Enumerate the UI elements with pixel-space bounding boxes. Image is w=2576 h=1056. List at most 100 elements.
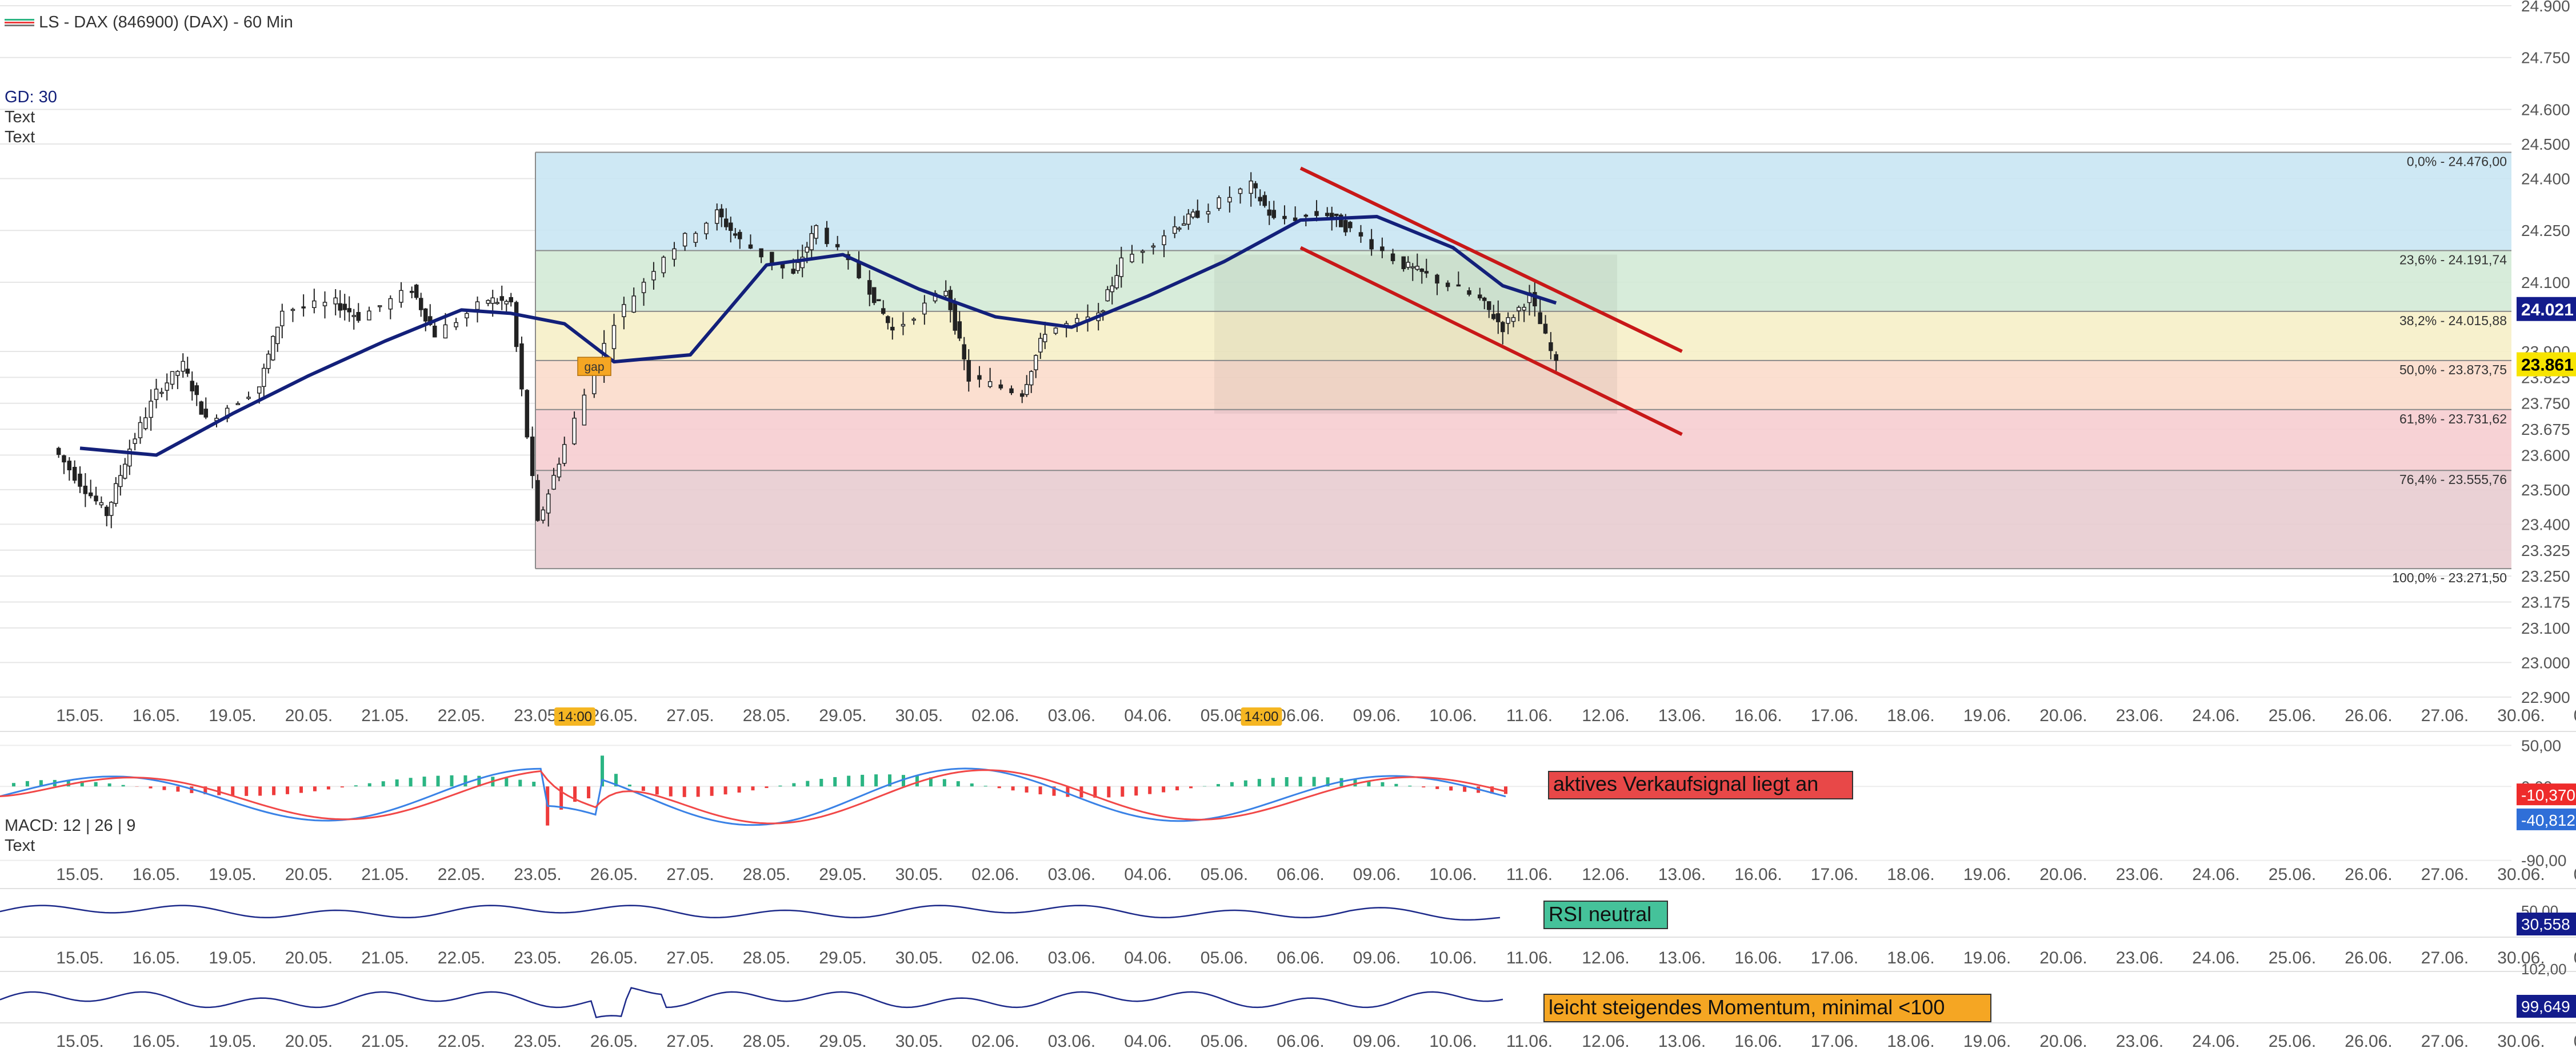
macd-histogram-bar <box>436 775 440 787</box>
candle-body <box>1339 214 1343 227</box>
macd-histogram-bar <box>532 782 536 787</box>
macd-histogram-bar <box>847 775 851 787</box>
x-tick-label: 10.06. <box>1429 949 1477 967</box>
macd-histogram-bar <box>655 786 659 795</box>
candle-body <box>170 371 175 385</box>
candle-body <box>138 422 143 438</box>
candle-body <box>738 231 742 239</box>
macd-histogram-bar <box>682 786 686 797</box>
macd-histogram-bar <box>1243 780 1247 787</box>
macd-histogram-bar <box>710 786 714 796</box>
x-tick-label: 03.06. <box>1048 949 1095 967</box>
candle-body <box>118 475 123 487</box>
candle-body <box>693 233 698 243</box>
macd-legend: MACD: 12 | 26 | 9 Text <box>5 816 135 856</box>
x-tick-label: 16.05. <box>133 865 180 884</box>
x-tick-label: 11.06. <box>1506 865 1553 884</box>
candle-body <box>1293 217 1298 221</box>
y-tick-label: 50,00 <box>2521 737 2561 754</box>
candle-body <box>499 296 505 301</box>
x-tick-label: 13.06. <box>1658 865 1706 884</box>
x-tick-label: 23.05. <box>514 706 561 725</box>
candle-body <box>1435 274 1439 284</box>
x-tick-label: 30.05. <box>895 1032 943 1051</box>
x-tick-label: 25.06. <box>2269 865 2316 884</box>
x-tick-label: 23.06. <box>2116 949 2163 967</box>
x-tick-label: 22.05. <box>438 865 485 884</box>
x-tick-label: 21.05. <box>361 865 409 884</box>
price-badge <box>2517 913 2576 935</box>
fib-zone <box>535 409 2511 471</box>
candle-body <box>1358 232 1363 237</box>
candle-body <box>257 386 262 394</box>
candle-body <box>1172 226 1177 234</box>
x-tick-label: 04.06. <box>1124 949 1171 967</box>
macd-histogram-bar <box>1422 786 1426 787</box>
candle-body <box>1486 301 1491 310</box>
candle-body <box>966 360 971 382</box>
candle-body <box>876 299 881 302</box>
candle-body <box>1419 269 1425 272</box>
macd-histogram-bar <box>627 785 631 787</box>
rsi-line <box>0 905 1501 921</box>
x-tick-label: 23.05. <box>514 949 561 967</box>
candle-body <box>388 298 393 310</box>
macd-histogram-bar <box>861 774 865 787</box>
macd-histogram-bar <box>737 786 741 793</box>
candle-body <box>475 301 480 310</box>
x-tick-label: 09.06. <box>1353 949 1401 967</box>
candle-body <box>857 262 861 278</box>
macd-histogram-bar <box>601 755 604 787</box>
candle-body <box>953 302 957 331</box>
gap-badge <box>577 357 611 376</box>
macd-histogram-bar <box>723 786 727 795</box>
x-tick-label: 12.06. <box>1582 706 1629 725</box>
x-tick-label: 29.05. <box>819 1032 866 1051</box>
candle-body <box>490 297 495 304</box>
candle-body <box>62 455 66 463</box>
macd-histogram-bar <box>1066 786 1070 797</box>
macd-histogram-bar <box>1285 777 1289 787</box>
candle-body <box>1543 323 1548 334</box>
candle-body <box>825 227 829 245</box>
candle-body <box>443 324 448 339</box>
macd-histogram-bar <box>162 786 166 790</box>
x-tick-label: 18.06. <box>1887 949 1934 967</box>
candle-body <box>814 225 819 239</box>
candle-body <box>123 463 127 479</box>
candle-body <box>1101 310 1105 313</box>
x-tick-label: 09.06. <box>1353 706 1401 725</box>
gd30-label: GD: 30 <box>5 88 57 106</box>
candle-body <box>682 233 687 247</box>
candle-body <box>423 308 428 322</box>
candle-body <box>795 262 800 271</box>
candle-body <box>301 306 306 309</box>
macd-histogram-bar <box>970 783 974 787</box>
macd-histogram-bar <box>1312 777 1316 787</box>
candle-body <box>1217 197 1221 209</box>
candle-body <box>1501 322 1505 333</box>
candle-body <box>622 304 626 317</box>
price-badge-label: 24.021 <box>2521 301 2574 319</box>
macd-histogram-bar <box>587 786 591 799</box>
candle-body <box>962 344 967 359</box>
x-tick-label: 04.06. <box>1124 865 1171 884</box>
x-tick-label: 01.07. <box>2574 865 2576 884</box>
x-tick-label: 11.06. <box>1506 706 1553 725</box>
macd-histogram-bar <box>696 786 700 797</box>
candle-body <box>546 493 551 514</box>
price-badge-label: 23.861 <box>2521 356 2574 375</box>
candle-body <box>465 313 469 319</box>
text-label: Text <box>5 837 35 855</box>
candle-body <box>1549 342 1553 351</box>
y-tick-label: 23.000 <box>2521 654 2570 671</box>
y-tick-label: 22.900 <box>2521 689 2570 706</box>
x-tick-label: 02.06. <box>971 1032 1019 1051</box>
macd-histogram-bar <box>1381 782 1385 787</box>
x-tick-label: 26.06. <box>2345 706 2392 725</box>
candle-body <box>1445 282 1450 287</box>
candle-body <box>1522 307 1526 311</box>
macd-histogram-bar <box>1463 786 1467 792</box>
macd-histogram-bar <box>1298 777 1302 787</box>
